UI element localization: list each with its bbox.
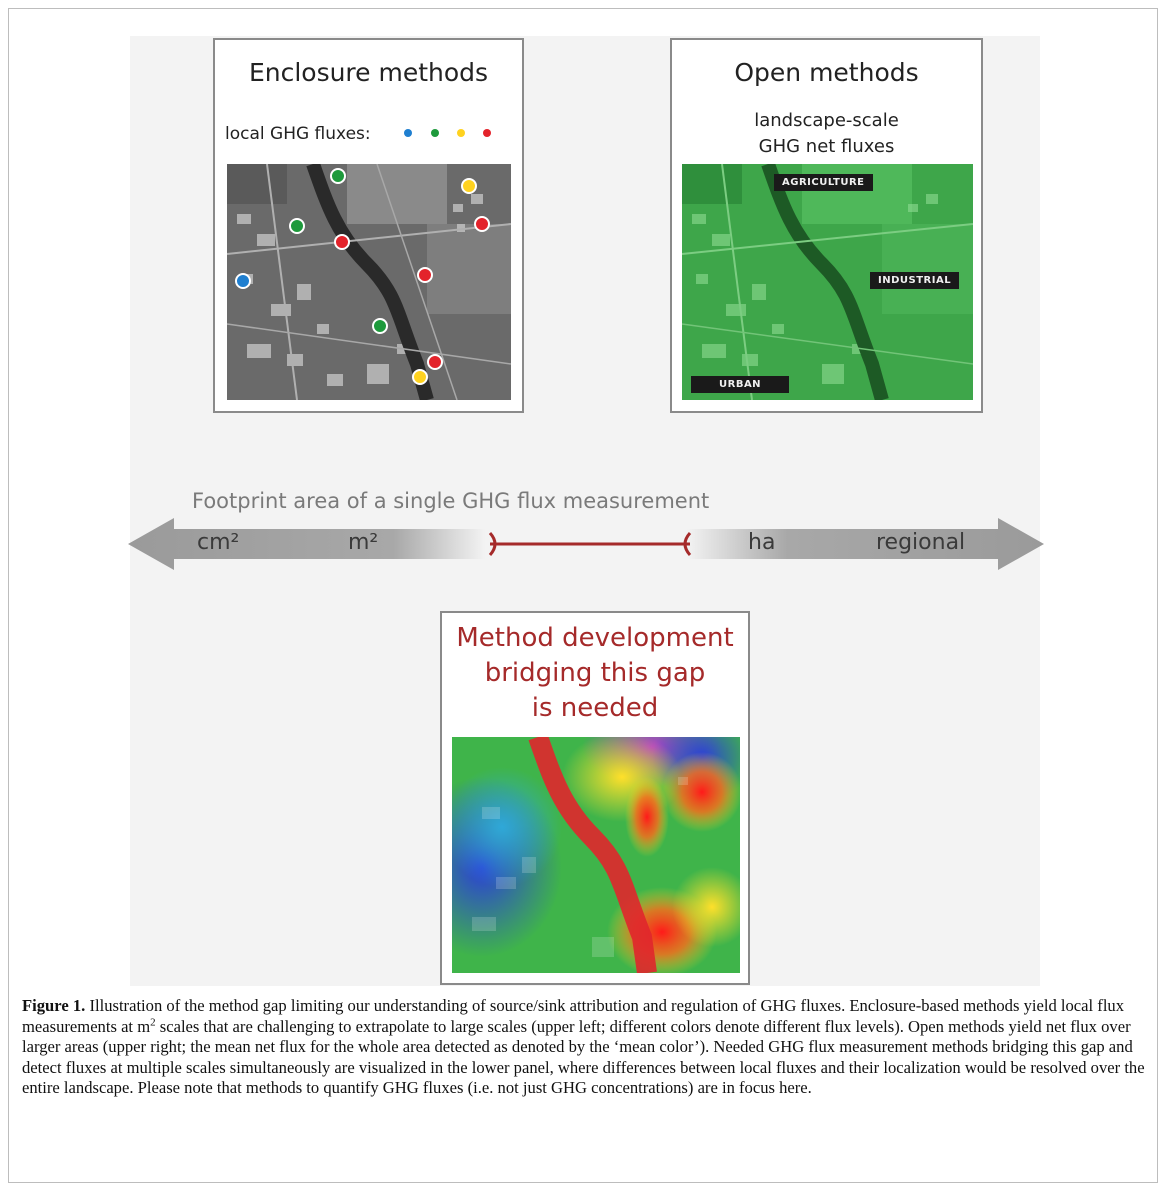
gap-title-line2: bridging this gap xyxy=(484,658,706,688)
open-methods-title: Open methods xyxy=(734,58,919,87)
open-methods-subtitle-line1: landscape-scale xyxy=(754,110,899,131)
legend-dot-blue xyxy=(404,129,412,137)
open-methods-subtitle-line2: GHG net fluxes xyxy=(758,136,895,157)
flux-heatmap xyxy=(452,737,740,973)
gap-title-line1: Method development xyxy=(456,623,734,653)
caption-superscript: 2 xyxy=(150,1016,156,1029)
enclosure-methods-panel: Enclosure methods local GHG fluxes: xyxy=(213,38,524,413)
caption-text-part2: scales that are challenging to extrapola… xyxy=(22,1016,1145,1098)
gap-title-line3: is needed xyxy=(531,693,659,723)
scale-label-ha: ha xyxy=(748,530,776,555)
flux-dot-red xyxy=(474,216,490,232)
method-gap-panel: Method development bridging this gap is … xyxy=(440,611,750,985)
figure-label: Figure 1. xyxy=(22,996,86,1015)
caption-text-part1: Illustration of the method gap limiting … xyxy=(22,996,1125,1036)
legend-dot-yellow xyxy=(457,129,465,137)
flux-dot-red xyxy=(427,354,443,370)
flux-dot-green xyxy=(330,168,346,184)
figure-frame xyxy=(8,8,1158,1183)
zone-label-industrial: INDUSTRIAL xyxy=(870,272,960,289)
zone-label-urban: URBAN xyxy=(691,376,790,393)
enclosure-methods-title: Enclosure methods xyxy=(248,58,489,87)
scale-label-cm2: cm² xyxy=(197,530,240,555)
grayscale-aerial-map xyxy=(227,164,511,400)
flux-dot-green xyxy=(289,218,305,234)
flux-dot-blue xyxy=(235,273,251,289)
scale-label-regional: regional xyxy=(876,530,966,555)
figure-caption: Figure 1. Illustration of the method gap… xyxy=(22,996,1147,1099)
legend-dot-green xyxy=(431,129,439,137)
legend-label: local GHG fluxes: xyxy=(225,124,371,144)
flux-dot-yellow xyxy=(461,178,477,194)
flux-dot-green xyxy=(372,318,388,334)
open-methods-panel: Open methods landscape-scale GHG net flu… xyxy=(670,38,983,413)
flux-dot-yellow xyxy=(412,369,428,385)
footprint-scale-arrow xyxy=(128,518,1044,570)
flux-dot-red xyxy=(334,234,350,250)
legend-dot-red xyxy=(483,129,491,137)
zone-label-agriculture: AGRICULTURE xyxy=(774,174,873,191)
flux-dot-red xyxy=(417,267,433,283)
scale-label-m2: m² xyxy=(348,530,379,555)
scale-axis-caption: Footprint area of a single GHG flux meas… xyxy=(192,489,710,513)
